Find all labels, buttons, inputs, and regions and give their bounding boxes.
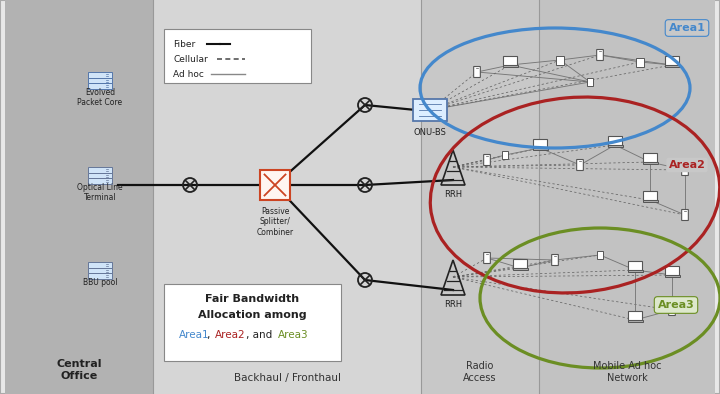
FancyBboxPatch shape <box>577 160 583 171</box>
Bar <box>628 320 642 322</box>
Bar <box>557 56 564 65</box>
FancyBboxPatch shape <box>503 56 517 65</box>
FancyBboxPatch shape <box>484 154 490 165</box>
Text: RRH: RRH <box>444 300 462 309</box>
Bar <box>5 0 153 394</box>
FancyBboxPatch shape <box>682 210 688 221</box>
Bar <box>421 0 539 394</box>
Text: Allocation among: Allocation among <box>198 310 307 320</box>
FancyBboxPatch shape <box>89 178 112 184</box>
Bar <box>642 200 657 202</box>
FancyBboxPatch shape <box>628 261 642 270</box>
Bar <box>636 58 644 67</box>
Text: Radio
Access: Radio Access <box>463 361 497 383</box>
FancyBboxPatch shape <box>89 273 112 279</box>
Text: Area2: Area2 <box>215 330 246 340</box>
Text: Cellular: Cellular <box>173 54 208 63</box>
Bar <box>513 268 528 270</box>
Text: Area3: Area3 <box>278 330 309 340</box>
FancyBboxPatch shape <box>89 72 112 78</box>
Bar <box>533 148 547 150</box>
FancyBboxPatch shape <box>682 165 688 175</box>
Text: Area3: Area3 <box>657 300 694 310</box>
Text: Passive
Splitter/
Combiner: Passive Splitter/ Combiner <box>256 207 294 237</box>
FancyBboxPatch shape <box>643 191 657 200</box>
Bar <box>665 65 680 67</box>
Text: Fair Bandwidth: Fair Bandwidth <box>205 294 300 304</box>
FancyBboxPatch shape <box>534 139 546 148</box>
FancyBboxPatch shape <box>89 268 112 273</box>
FancyBboxPatch shape <box>164 29 311 83</box>
FancyBboxPatch shape <box>608 136 622 145</box>
FancyBboxPatch shape <box>628 311 642 320</box>
FancyBboxPatch shape <box>643 153 657 162</box>
Text: Mobile Ad hoc
Network: Mobile Ad hoc Network <box>593 361 661 383</box>
Bar <box>642 162 657 164</box>
Bar <box>503 65 518 67</box>
FancyBboxPatch shape <box>89 78 112 83</box>
Text: Fiber: Fiber <box>173 39 195 48</box>
Bar <box>587 78 593 86</box>
Text: Evolved
Packet Core: Evolved Packet Core <box>78 88 122 108</box>
Text: Area1: Area1 <box>669 23 706 33</box>
FancyBboxPatch shape <box>413 99 447 121</box>
Text: Ad hoc: Ad hoc <box>173 69 204 78</box>
FancyBboxPatch shape <box>89 83 112 89</box>
FancyBboxPatch shape <box>552 255 558 266</box>
Text: ,: , <box>207 330 214 340</box>
Bar <box>608 145 623 147</box>
FancyBboxPatch shape <box>89 167 112 173</box>
FancyBboxPatch shape <box>260 170 290 200</box>
Bar <box>628 270 642 272</box>
Text: BBU pool: BBU pool <box>83 278 117 287</box>
FancyBboxPatch shape <box>484 253 490 264</box>
Text: Area1: Area1 <box>179 330 210 340</box>
Text: RRH: RRH <box>444 190 462 199</box>
FancyBboxPatch shape <box>665 266 679 275</box>
Text: Backhaul / Fronthaul: Backhaul / Fronthaul <box>233 373 341 383</box>
FancyBboxPatch shape <box>669 305 675 316</box>
Text: , and: , and <box>246 330 276 340</box>
Text: Central
Office: Central Office <box>56 359 102 381</box>
FancyBboxPatch shape <box>474 67 480 78</box>
Text: ONU-BS: ONU-BS <box>413 128 446 137</box>
Bar <box>502 151 508 159</box>
Bar <box>153 0 421 394</box>
Bar <box>539 0 715 394</box>
FancyBboxPatch shape <box>89 262 112 268</box>
Text: Optical Line
Terminal: Optical Line Terminal <box>77 183 123 203</box>
FancyBboxPatch shape <box>513 259 527 268</box>
FancyBboxPatch shape <box>164 284 341 361</box>
Bar <box>665 275 680 277</box>
FancyBboxPatch shape <box>89 173 112 178</box>
Bar <box>597 251 603 259</box>
FancyBboxPatch shape <box>665 56 679 65</box>
FancyBboxPatch shape <box>597 50 603 61</box>
Text: Area2: Area2 <box>669 160 706 170</box>
